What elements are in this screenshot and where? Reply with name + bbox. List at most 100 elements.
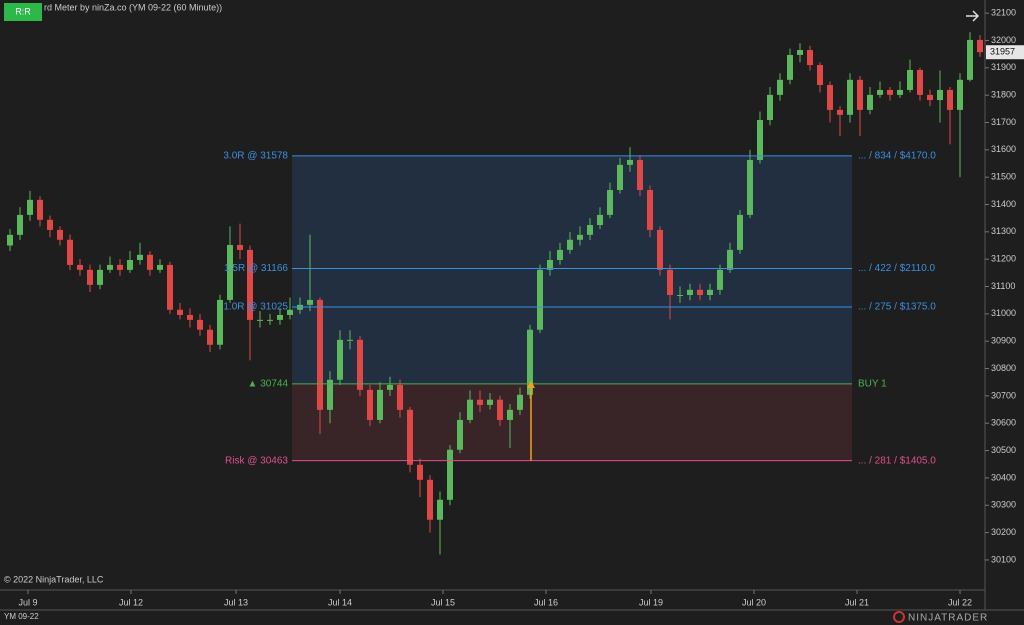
candle-body [807, 50, 813, 66]
candle-body [397, 384, 403, 410]
y-tick-label: 31300 [991, 226, 1016, 236]
candle-body [317, 299, 323, 410]
candle-body [677, 295, 683, 296]
candle-body [537, 269, 543, 330]
plot [7, 32, 983, 555]
level-info: ... / 834 / $4170.0 [858, 150, 936, 161]
candle-body [797, 50, 803, 55]
candle-body [587, 225, 593, 235]
y-tick-label: 31900 [991, 62, 1016, 72]
level-label: 3.0R @ 31578 [223, 150, 288, 161]
x-tick-label: Jul 19 [639, 597, 663, 607]
candle-body [157, 264, 163, 270]
y-tick-label: 31200 [991, 254, 1016, 264]
level-label: 1.0R @ 31025 [223, 302, 288, 313]
candle-body [827, 85, 833, 110]
candle-body [227, 244, 233, 300]
y-tick-label: 30300 [991, 500, 1016, 510]
candle-body [847, 79, 853, 115]
candle-body [817, 65, 823, 86]
candle-body [337, 339, 343, 380]
candle-body [767, 94, 773, 121]
chart-header: rd Meter by ninZa.co (YM 09-22 (60 Minut… [44, 2, 222, 12]
candle-body [897, 89, 903, 95]
level-info: BUY 1 [858, 378, 887, 389]
candle-body [917, 69, 923, 95]
candle-body [887, 89, 893, 95]
candle-body [387, 384, 393, 390]
candle-body [727, 249, 733, 270]
candle-body [527, 329, 533, 395]
copyright: © 2022 NinjaTrader, LLC [4, 574, 104, 584]
y-tick-label: 30700 [991, 390, 1016, 400]
candle-body [867, 94, 873, 110]
instrument: YM 09-22 [4, 612, 39, 621]
x-tick-label: Jul 20 [742, 597, 766, 607]
candle-body [27, 199, 33, 215]
x-tick-label: Jul 12 [119, 597, 143, 607]
brand: NINJATRADER [908, 613, 988, 624]
level-label: ▲ 30744 [248, 378, 289, 389]
candle-body [17, 214, 23, 235]
y-tick-label: 32000 [991, 35, 1016, 45]
y-tick-label: 31700 [991, 117, 1016, 127]
y-tick-label: 30600 [991, 418, 1016, 428]
candle-body [717, 269, 723, 290]
candle-body [907, 69, 913, 90]
rr-button[interactable] [4, 3, 42, 21]
candle-body [87, 269, 93, 285]
candle-body [407, 409, 413, 465]
candle-body [37, 199, 43, 220]
candle-body [417, 464, 423, 480]
candle-body [257, 319, 263, 321]
risk-zone [292, 383, 852, 461]
candle-body [857, 79, 863, 110]
candle-body [737, 214, 743, 250]
level-info: ... / 422 / $2110.0 [858, 263, 936, 274]
last-price-label: 31957 [990, 47, 1015, 57]
candle-body [597, 214, 603, 226]
candle-body [217, 299, 223, 345]
level-label: Risk @ 30463 [225, 455, 288, 466]
candle-body [507, 409, 513, 420]
candle-body [777, 79, 783, 95]
candle-body [977, 39, 983, 53]
candle-body [617, 164, 623, 191]
y-tick-label: 31600 [991, 144, 1016, 154]
candle-body [237, 244, 243, 250]
candle-body [567, 239, 573, 250]
candle-body [47, 219, 53, 230]
candle-body [687, 289, 693, 295]
candle-body [177, 309, 183, 315]
candle-body [967, 39, 973, 80]
y-tick-label: 32100 [991, 7, 1016, 17]
candle-body [97, 269, 103, 285]
signal-arrow-head [527, 380, 535, 388]
candle-body [437, 499, 443, 520]
candle-body [647, 190, 653, 230]
candle-body [787, 54, 793, 80]
candle-body [707, 289, 713, 295]
candle-body [667, 269, 673, 295]
candle-body [307, 299, 313, 305]
candle-body [357, 339, 363, 390]
candle-body [837, 109, 843, 115]
candle-body [207, 329, 213, 345]
x-tick-label: Jul 13 [224, 597, 248, 607]
candle-body [167, 264, 173, 310]
candle-body [757, 120, 763, 160]
candle-body [277, 314, 283, 320]
candle-body [497, 399, 503, 420]
candle-body [57, 229, 63, 240]
scroll-arrow[interactable] [966, 10, 980, 22]
candle-body [67, 239, 73, 265]
y-tick-label: 31500 [991, 172, 1016, 182]
last-price-box [986, 45, 1024, 60]
candle-body [927, 94, 933, 101]
y-tick-label: 30900 [991, 336, 1016, 346]
candle-body [187, 314, 193, 320]
x-tick-label: Jul 16 [534, 597, 558, 607]
y-tick-label: 31400 [991, 199, 1016, 209]
